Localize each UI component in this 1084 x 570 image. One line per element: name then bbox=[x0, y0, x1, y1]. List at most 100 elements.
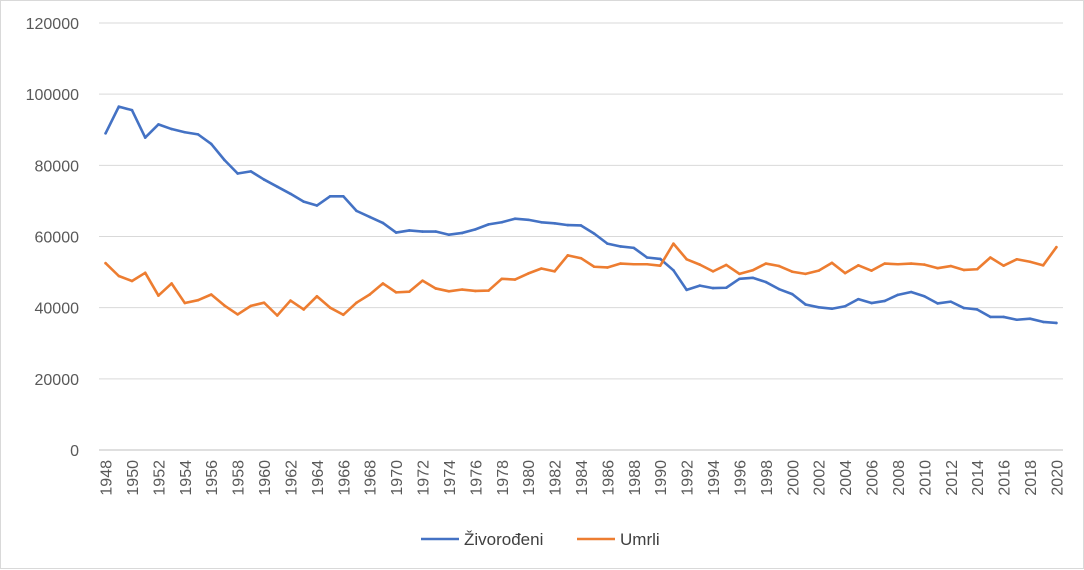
data-point bbox=[421, 279, 424, 282]
data-point bbox=[117, 105, 121, 108]
data-point bbox=[342, 194, 345, 198]
data-point bbox=[408, 290, 411, 293]
data-point bbox=[738, 277, 741, 281]
data-point bbox=[236, 313, 239, 316]
x-tick-label: 1972 bbox=[416, 460, 433, 496]
data-point bbox=[632, 262, 636, 266]
x-tick-label: 1992 bbox=[680, 460, 697, 496]
x-tick-label: 1998 bbox=[759, 460, 776, 496]
data-point bbox=[843, 304, 847, 308]
data-point bbox=[751, 269, 754, 272]
data-point bbox=[368, 293, 372, 296]
data-point bbox=[989, 256, 992, 259]
x-tick-label: 1968 bbox=[363, 460, 380, 496]
x-tick-label: 1988 bbox=[627, 460, 644, 496]
data-point bbox=[923, 294, 926, 298]
data-point bbox=[500, 277, 504, 281]
data-point bbox=[724, 286, 728, 290]
series-line bbox=[104, 105, 1058, 325]
data-point bbox=[315, 204, 319, 207]
data-point bbox=[751, 276, 754, 280]
x-tick-label: 1950 bbox=[125, 460, 142, 496]
x-tick-label: 2012 bbox=[944, 460, 961, 496]
x-tick-label: 1958 bbox=[231, 460, 248, 496]
data-point bbox=[143, 136, 147, 139]
data-point bbox=[104, 132, 107, 135]
data-point bbox=[989, 315, 992, 319]
data-point bbox=[923, 263, 926, 266]
x-tick-label: 1962 bbox=[283, 460, 300, 496]
data-point bbox=[645, 262, 649, 266]
x-tick-label: 1976 bbox=[468, 460, 485, 496]
data-point bbox=[223, 304, 226, 307]
data-point bbox=[896, 293, 900, 297]
legend-item: Živorođeni bbox=[421, 530, 543, 549]
x-tick-label: 2018 bbox=[1023, 460, 1040, 496]
data-point bbox=[408, 229, 411, 232]
x-tick-label: 1986 bbox=[600, 460, 617, 496]
data-point bbox=[830, 307, 834, 311]
data-point bbox=[936, 302, 939, 305]
data-point bbox=[711, 286, 715, 290]
data-point bbox=[143, 271, 147, 275]
x-tick-label: 2000 bbox=[785, 460, 802, 496]
x-tick-label: 1994 bbox=[706, 460, 723, 496]
data-point bbox=[724, 263, 728, 267]
data-point bbox=[223, 158, 226, 162]
data-point bbox=[672, 269, 675, 272]
data-point bbox=[883, 262, 887, 265]
x-tick-label: 1982 bbox=[548, 460, 565, 496]
data-point bbox=[460, 231, 464, 235]
data-point bbox=[355, 301, 358, 304]
x-tick-label: 1978 bbox=[495, 460, 512, 496]
x-tick-label: 2004 bbox=[838, 460, 855, 496]
data-point bbox=[592, 265, 596, 269]
data-point bbox=[672, 242, 675, 245]
data-point bbox=[685, 288, 688, 292]
series-umrli bbox=[104, 242, 1058, 317]
data-point bbox=[1002, 264, 1005, 267]
data-point bbox=[698, 263, 702, 266]
data-point bbox=[262, 301, 266, 304]
data-point bbox=[315, 294, 319, 298]
data-point bbox=[658, 257, 662, 261]
data-point bbox=[738, 272, 741, 276]
data-point bbox=[949, 264, 953, 268]
data-point bbox=[909, 262, 913, 265]
data-point bbox=[883, 299, 887, 303]
data-point bbox=[790, 270, 794, 274]
data-point bbox=[170, 127, 173, 131]
x-tick-label: 1952 bbox=[151, 460, 168, 496]
data-point bbox=[447, 233, 451, 237]
legend: Živorođeni Umrli bbox=[421, 530, 660, 549]
x-tick-label: 1948 bbox=[99, 460, 116, 496]
data-point bbox=[1028, 317, 1032, 321]
data-point bbox=[606, 266, 609, 269]
data-point bbox=[249, 170, 253, 173]
data-point bbox=[513, 278, 517, 281]
data-point bbox=[209, 142, 213, 146]
data-point bbox=[447, 290, 451, 293]
data-point bbox=[289, 299, 292, 302]
data-point bbox=[130, 279, 134, 283]
data-point bbox=[843, 271, 847, 275]
data-point bbox=[474, 228, 477, 231]
data-point bbox=[975, 267, 979, 271]
data-point bbox=[394, 231, 398, 234]
data-point bbox=[685, 257, 688, 261]
y-tick-label: 20000 bbox=[35, 372, 80, 389]
data-point bbox=[619, 262, 622, 265]
data-point bbox=[117, 274, 121, 278]
data-point bbox=[1041, 264, 1045, 267]
x-tick-label: 2008 bbox=[891, 460, 908, 496]
data-point bbox=[434, 287, 438, 290]
data-point bbox=[540, 220, 543, 224]
data-point bbox=[553, 222, 556, 225]
data-point bbox=[962, 268, 966, 272]
data-point bbox=[526, 218, 530, 222]
data-point bbox=[355, 209, 358, 213]
y-tick-label: 0 bbox=[70, 443, 79, 460]
x-tick-label: 1984 bbox=[574, 460, 591, 496]
data-point bbox=[275, 314, 279, 317]
data-point bbox=[579, 224, 583, 227]
